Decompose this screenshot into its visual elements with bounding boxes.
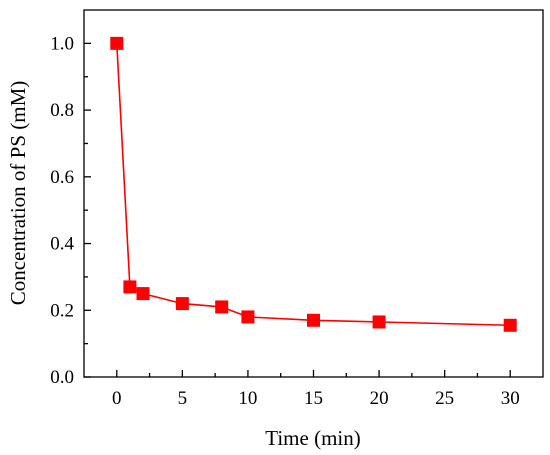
series-layer	[110, 36, 517, 332]
y-tick-label: 1.0	[50, 33, 74, 54]
x-tick-label: 5	[178, 388, 188, 409]
series-line	[115, 43, 511, 327]
y-axis-title: Concentration of PS (mM)	[6, 81, 30, 306]
x-axis: 0 5 10 15 20 25 30	[112, 370, 520, 409]
y-axis: 0.0 0.2 0.4 0.6 0.8 1.0	[50, 33, 91, 388]
x-tick-label: 20	[370, 388, 389, 409]
data-point	[372, 315, 386, 329]
y-tick-label: 0.0	[50, 367, 74, 388]
y-tick-label: 0.2	[50, 300, 74, 321]
data-point	[175, 297, 189, 311]
x-tick-label: 10	[238, 388, 257, 409]
x-tick-label: 15	[304, 388, 323, 409]
data-point	[215, 300, 229, 314]
data-point	[110, 36, 124, 50]
y-tick-label: 0.8	[50, 100, 74, 121]
data-point	[123, 280, 137, 294]
data-point	[241, 310, 255, 324]
data-point	[503, 318, 517, 332]
x-tick-label: 30	[501, 388, 520, 409]
x-tick-label: 0	[112, 388, 122, 409]
x-axis-title: Time (min)	[265, 426, 360, 450]
y-tick-label: 0.6	[50, 167, 74, 188]
data-point	[136, 287, 150, 301]
x-tick-label: 25	[435, 388, 454, 409]
y-tick-label: 0.4	[50, 234, 74, 255]
data-point	[307, 313, 320, 327]
